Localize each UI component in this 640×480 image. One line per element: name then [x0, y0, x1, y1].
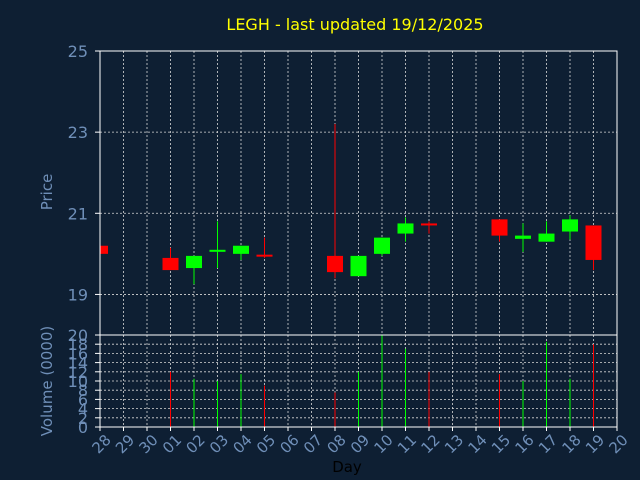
volume-tick-label: 14 [68, 354, 88, 373]
volume-tick-label: 10 [68, 372, 88, 391]
day-tick-label: 19 [582, 431, 608, 457]
candle-body-05 [256, 254, 273, 257]
day-tick-label: 02 [183, 431, 209, 457]
price-tick-label: 25 [68, 42, 88, 61]
day-tick-label: 09 [347, 431, 373, 457]
day-tick-label: 05 [253, 431, 279, 457]
candle-body-03 [209, 249, 226, 252]
volume-tick-label: 18 [68, 335, 88, 354]
candle-body-01 [162, 257, 179, 271]
price-tick-label: 23 [68, 123, 88, 142]
day-tick-label: 10 [371, 431, 397, 457]
volume-tick-label: 16 [68, 344, 88, 363]
day-tick-label: 18 [559, 431, 585, 457]
candle-body-09 [350, 255, 367, 277]
volume-tick-label: 8 [78, 381, 88, 400]
candle-body-16 [515, 235, 531, 239]
day-tick-label: 06 [277, 431, 303, 457]
candle-body-12 [421, 223, 437, 226]
day-tick-label: 07 [300, 431, 326, 457]
candle-body-17 [538, 233, 555, 242]
day-tick-label: 03 [206, 431, 232, 457]
volume-axis-label: Volume (0000) [38, 326, 56, 436]
day-axis-label: Day [332, 458, 362, 476]
day-tick-label: 28 [89, 431, 115, 457]
day-tick-label: 14 [465, 431, 491, 457]
candle-body-08 [327, 255, 343, 273]
candle-body-15 [491, 219, 508, 236]
day-tick-label: 30 [136, 431, 162, 457]
candle-body-10 [374, 237, 390, 254]
day-tick-label: 16 [512, 431, 538, 457]
day-tick-label: 17 [535, 431, 561, 457]
candle-body-04 [233, 245, 249, 254]
day-tick-label: 29 [112, 431, 138, 457]
volume-tick-label: 12 [68, 363, 88, 382]
candle-body-18 [562, 219, 578, 232]
day-tick-label: 15 [488, 431, 514, 457]
candle-body-19 [585, 225, 602, 260]
volume-tick-label: 20 [68, 326, 88, 345]
price-tick-label: 19 [68, 285, 88, 304]
volume-tick-label: 6 [78, 390, 88, 409]
day-tick-label: 08 [324, 431, 350, 457]
volume-tick-label: 0 [78, 418, 88, 437]
volume-panel: 0246810121416182028293001020304050607080… [68, 326, 632, 457]
candle-body-11 [397, 223, 414, 234]
chart-title: LEGH - last updated 19/12/2025 [226, 15, 483, 34]
day-tick-label: 13 [441, 431, 467, 457]
day-tick-label: 20 [606, 431, 632, 457]
price-tick-label: 21 [68, 204, 88, 223]
price-panel: 19 21 23 25 [68, 42, 618, 336]
candle-body-02 [186, 255, 202, 269]
day-tick-label: 11 [394, 431, 420, 457]
volume-tick-label: 2 [78, 409, 88, 428]
day-tick-label: 04 [230, 431, 256, 457]
candle-body-28 [100, 245, 108, 254]
price-axis-label: Price [38, 174, 56, 211]
volume-tick-label: 4 [78, 400, 88, 419]
day-tick-label: 01 [159, 431, 185, 457]
day-tick-label: 12 [418, 431, 444, 457]
